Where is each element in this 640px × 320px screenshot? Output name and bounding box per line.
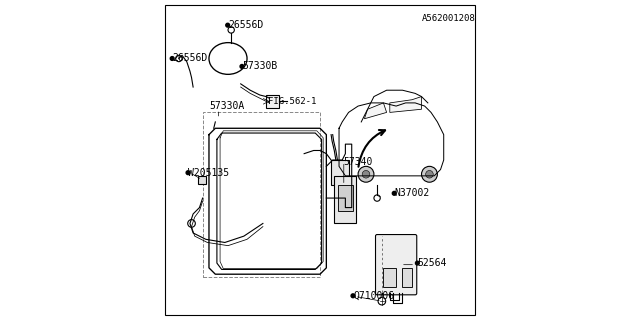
Polygon shape xyxy=(390,97,422,112)
Bar xyxy=(203,112,320,277)
Text: 26556D: 26556D xyxy=(173,53,208,63)
Text: FIG.562-1: FIG.562-1 xyxy=(268,97,316,106)
Circle shape xyxy=(422,166,437,182)
Text: Q710006: Q710006 xyxy=(353,291,394,301)
Bar xyxy=(266,95,279,108)
Bar xyxy=(331,160,349,185)
Circle shape xyxy=(170,57,174,60)
Text: 57340: 57340 xyxy=(344,156,373,167)
Text: 52564: 52564 xyxy=(418,258,447,268)
Circle shape xyxy=(240,65,244,68)
Text: 57330A: 57330A xyxy=(209,101,244,111)
Circle shape xyxy=(226,23,230,27)
FancyBboxPatch shape xyxy=(376,235,417,295)
Bar xyxy=(383,268,396,287)
Bar xyxy=(334,176,356,223)
Circle shape xyxy=(351,294,355,298)
Bar xyxy=(198,176,206,184)
Text: N37002: N37002 xyxy=(394,188,430,198)
Text: A562001208: A562001208 xyxy=(422,14,476,23)
Circle shape xyxy=(415,261,419,265)
Bar xyxy=(339,185,353,211)
Bar xyxy=(403,268,412,287)
Circle shape xyxy=(362,171,370,178)
Polygon shape xyxy=(364,103,387,119)
Circle shape xyxy=(358,166,374,182)
Text: W205135: W205135 xyxy=(188,168,230,178)
Circle shape xyxy=(426,171,433,178)
Text: 57330B: 57330B xyxy=(243,61,278,71)
Circle shape xyxy=(392,191,396,195)
Text: 26556D: 26556D xyxy=(228,20,263,30)
Circle shape xyxy=(186,171,190,175)
